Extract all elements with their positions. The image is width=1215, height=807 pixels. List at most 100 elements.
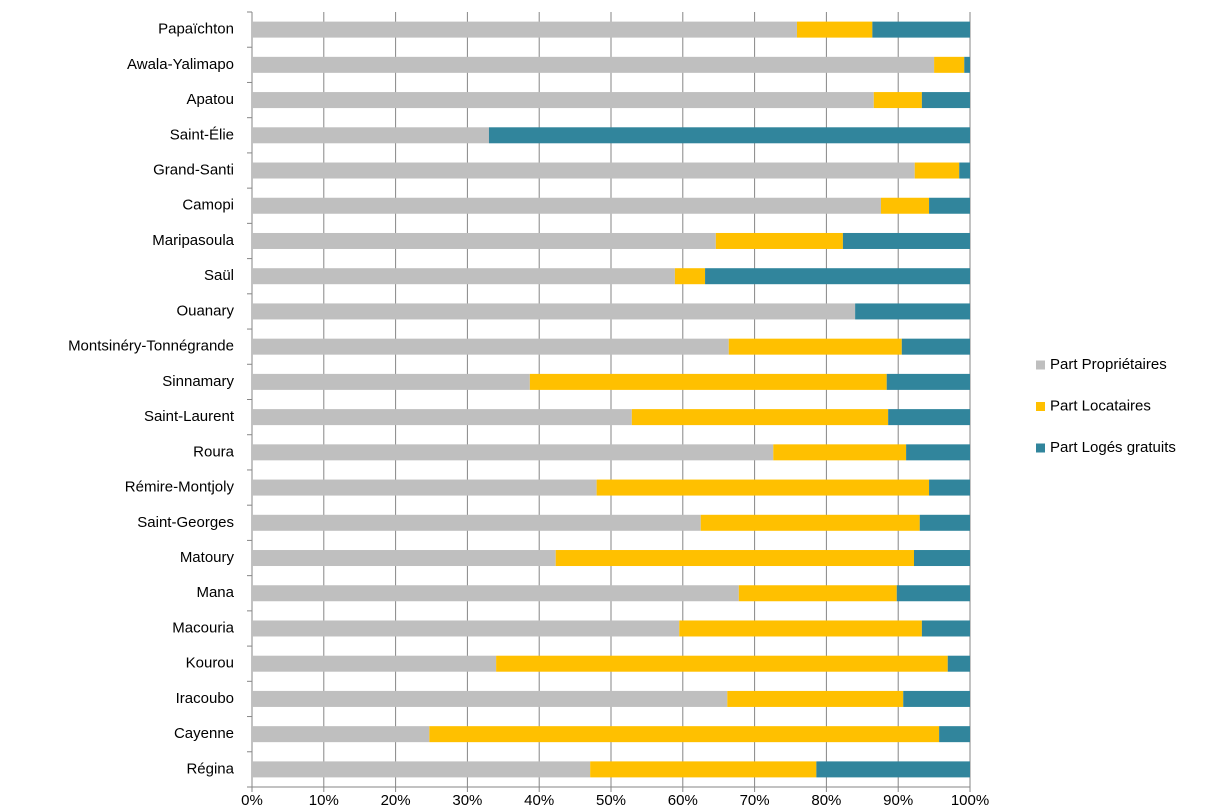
bar-segment <box>888 409 970 426</box>
bar-segment <box>252 726 430 743</box>
y-tick-label: Iracoubo <box>176 690 234 707</box>
bar-segment <box>252 21 797 38</box>
x-tick-label: 80% <box>811 792 841 807</box>
bar-segment <box>252 444 774 461</box>
y-tick-label: Saint-Georges <box>137 514 234 531</box>
bar-segment <box>855 303 970 320</box>
y-tick-label: Papaïchton <box>158 21 234 38</box>
legend-swatch <box>1036 443 1045 453</box>
bar-segment <box>590 761 817 778</box>
bar-segment <box>796 21 873 38</box>
y-tick-label: Saül <box>204 267 234 284</box>
y-tick-label: Awala-Yalimapo <box>127 56 234 73</box>
legend-swatch <box>1036 402 1045 411</box>
bar-segment <box>715 232 843 249</box>
y-tick-label: Saint-Laurent <box>144 408 235 425</box>
y-tick-label: Roura <box>193 443 235 460</box>
legend-label: Part Logés gratuits <box>1050 439 1176 456</box>
x-tick-label: 100% <box>951 792 989 807</box>
y-tick-label: Camopi <box>182 197 234 214</box>
bar-segment <box>873 92 922 109</box>
bar-segment <box>252 127 489 144</box>
x-tick-label: 20% <box>381 792 411 807</box>
bar-segment <box>252 550 556 567</box>
bar-segment <box>921 92 970 109</box>
legend-label: Part Propriétaires <box>1050 356 1167 373</box>
bar-segment <box>921 620 970 637</box>
y-tick-label: Rémire-Montjoly <box>125 479 235 496</box>
bar-segment <box>816 761 970 778</box>
y-tick-label: Sinnamary <box>162 373 234 390</box>
bar-segment <box>901 338 970 355</box>
y-tick-label: Apatou <box>186 91 234 108</box>
bar-segment <box>842 232 970 249</box>
bar-segment <box>896 585 970 602</box>
y-tick-label: Macouria <box>172 619 234 636</box>
bar-segment <box>252 162 915 179</box>
bar-segment <box>252 232 716 249</box>
y-tick-label: Saint-Élie <box>170 126 234 143</box>
bar-segment <box>705 268 970 285</box>
bar-segment <box>529 373 887 390</box>
bar-segment <box>906 444 970 461</box>
bar-segment <box>880 197 930 214</box>
bar-segment <box>738 585 897 602</box>
bar-segment <box>252 585 739 602</box>
bar-segment <box>929 197 970 214</box>
y-tick-label: Mana <box>196 584 234 601</box>
y-tick-label: Ouanary <box>176 302 234 319</box>
x-tick-label: 90% <box>883 792 913 807</box>
bar-segment <box>252 409 632 426</box>
bar-segment <box>252 761 591 778</box>
bar-segment <box>679 620 922 637</box>
bar-segment <box>947 655 970 672</box>
bar-segment <box>886 373 970 390</box>
bar-segment <box>488 127 970 144</box>
bar-segment <box>914 162 960 179</box>
bar-segment <box>631 409 889 426</box>
bar-segment <box>252 690 728 707</box>
bar-segment <box>919 514 970 531</box>
bar-segment <box>429 726 940 743</box>
y-tick-label: Cayenne <box>174 725 234 742</box>
bar-segment <box>252 303 856 320</box>
x-tick-label: 70% <box>740 792 770 807</box>
bar-segment <box>872 21 970 38</box>
bar-segment <box>929 479 970 496</box>
bar-segment <box>252 479 597 496</box>
bar-segment <box>728 338 902 355</box>
y-tick-label: Grand-Santi <box>153 161 234 178</box>
legend-swatch <box>1036 360 1045 370</box>
x-tick-label: 30% <box>452 792 482 807</box>
bar-segment <box>773 444 907 461</box>
y-tick-label: Montsinéry-Tonnégrande <box>68 338 234 355</box>
bar-segment <box>700 514 920 531</box>
x-tick-label: 60% <box>668 792 698 807</box>
bar-segment <box>934 56 965 73</box>
bar-segment <box>252 92 874 109</box>
bar-segment <box>252 268 675 285</box>
bar-segment <box>674 268 706 285</box>
bar-segment <box>252 197 881 214</box>
bar-segment <box>252 620 680 637</box>
bar-segment <box>959 162 970 179</box>
bar-segment <box>252 373 530 390</box>
y-tick-label: Régina <box>186 760 234 777</box>
x-tick-label: 0% <box>241 792 263 807</box>
y-tick-label: Matoury <box>180 549 235 566</box>
bar-segment <box>252 514 701 531</box>
x-tick-label: 50% <box>596 792 626 807</box>
bar-segment <box>903 690 970 707</box>
bar-segment <box>964 56 970 73</box>
x-tick-label: 10% <box>309 792 339 807</box>
x-tick-label: 40% <box>524 792 554 807</box>
bar-segment <box>252 56 935 73</box>
bar-segment <box>555 550 914 567</box>
bar-segment <box>596 479 930 496</box>
bar-segment <box>913 550 970 567</box>
bar-segment <box>252 338 729 355</box>
bar-segment <box>252 655 497 672</box>
bar-segment <box>727 690 904 707</box>
bar-segment <box>939 726 970 743</box>
